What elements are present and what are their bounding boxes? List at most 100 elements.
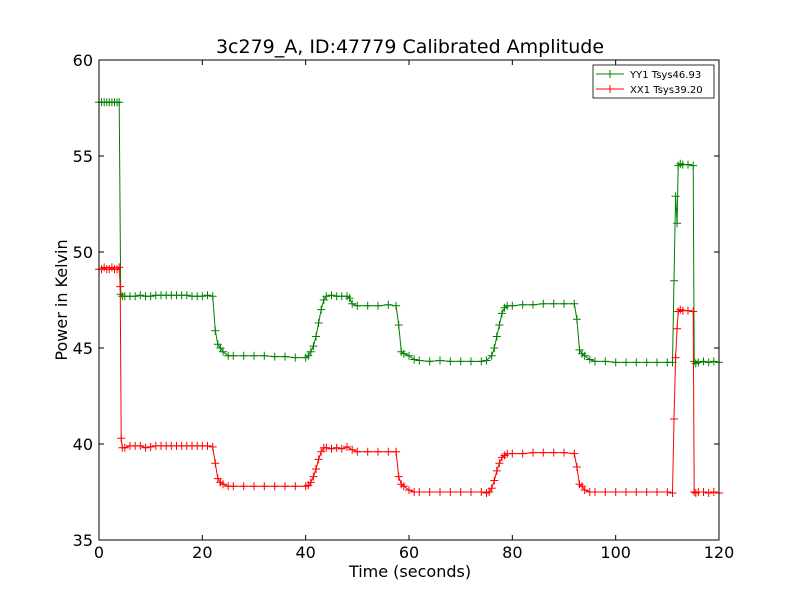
data-point-xx1 — [580, 486, 589, 495]
data-point-yy1 — [495, 321, 504, 329]
x-tick-label: 0 — [94, 543, 104, 562]
data-point-yy1 — [314, 319, 323, 327]
data-point-yy1 — [670, 276, 678, 285]
legend-entry-yy1: YY1 Tsys46.93 — [596, 70, 701, 81]
data-point-yy1 — [671, 192, 680, 201]
data-point-yy1 — [317, 305, 326, 314]
data-point-yy1 — [642, 358, 651, 367]
data-point-xx1 — [363, 447, 372, 456]
data-point-yy1 — [239, 351, 248, 360]
data-point-xx1 — [518, 449, 527, 458]
data-point-xx1 — [250, 482, 258, 491]
data-point-yy1 — [306, 347, 315, 356]
legend-label-yy1: YY1 Tsys46.93 — [629, 70, 701, 81]
data-point-xx1 — [332, 443, 341, 452]
data-point-xx1 — [477, 488, 486, 496]
data-point-xx1 — [467, 488, 475, 496]
data-point-xx1 — [663, 488, 672, 496]
data-point-xx1 — [281, 482, 289, 491]
data-point-xx1 — [425, 488, 434, 496]
data-point-xx1 — [674, 307, 683, 316]
y-tick-label: 40 — [73, 435, 93, 454]
data-point-xx1 — [146, 442, 155, 451]
data-point-xx1 — [699, 488, 708, 496]
data-point-yy1 — [146, 292, 155, 301]
data-point-yy1 — [518, 300, 527, 309]
chart-title: 3c279_A, ID:47779 Calibrated Amplitude — [216, 36, 604, 58]
data-point-xx1 — [446, 488, 455, 496]
data-point-xx1 — [539, 448, 548, 457]
data-point-yy1 — [281, 352, 289, 361]
data-point-yy1 — [425, 357, 434, 366]
data-point-xx1 — [601, 488, 610, 496]
data-point-yy1 — [322, 292, 331, 301]
data-point-xx1 — [116, 282, 125, 291]
data-point-xx1 — [203, 441, 212, 450]
data-point-xx1 — [314, 455, 323, 464]
data-point-xx1 — [115, 263, 124, 272]
data-point-yy1 — [611, 358, 620, 367]
data-point-xx1 — [591, 488, 599, 496]
data-point-yy1 — [601, 357, 610, 366]
data-point-xx1 — [322, 443, 331, 452]
data-point-xx1 — [570, 449, 579, 458]
data-point-yy1 — [699, 357, 708, 366]
data-point-xx1 — [456, 488, 465, 496]
data-point-yy1 — [498, 309, 506, 318]
data-point-xx1 — [309, 472, 318, 481]
data-point-yy1 — [348, 299, 357, 308]
data-point-xx1 — [405, 486, 413, 495]
data-point-xx1 — [487, 484, 496, 493]
series-yy1 — [95, 98, 723, 368]
data-point-xx1 — [239, 482, 248, 491]
data-point-yy1 — [689, 161, 698, 170]
x-tick-label: 20 — [192, 543, 212, 562]
data-point-xx1 — [436, 488, 444, 496]
data-point-yy1 — [182, 291, 191, 300]
data-point-yy1 — [394, 321, 403, 329]
data-point-yy1 — [477, 357, 486, 366]
data-point-xx1 — [113, 265, 122, 274]
data-point-yy1 — [690, 357, 699, 366]
data-point-xx1 — [353, 447, 362, 456]
data-point-yy1 — [549, 299, 558, 308]
x-tick-label: 120 — [704, 543, 735, 562]
data-point-xx1 — [508, 449, 517, 458]
legend-entry-xx1: XX1 Tsys39.20 — [596, 85, 703, 96]
data-point-xx1 — [384, 447, 393, 456]
data-point-xx1 — [653, 488, 661, 496]
data-point-yy1 — [211, 326, 220, 335]
x-tick-label: 40 — [295, 543, 315, 562]
y-tick-label: 50 — [73, 243, 93, 262]
legend-marker-yy1 — [606, 70, 614, 78]
data-point-xx1 — [120, 443, 129, 452]
data-point-xx1 — [211, 459, 220, 468]
data-point-yy1 — [115, 98, 124, 107]
data-point-yy1 — [374, 301, 382, 310]
data-point-yy1 — [490, 344, 499, 352]
data-point-yy1 — [309, 342, 318, 351]
data-point-yy1 — [482, 356, 491, 365]
y-tick-label: 45 — [73, 339, 93, 358]
data-point-yy1 — [270, 352, 279, 361]
data-point-yy1 — [208, 292, 217, 301]
data-point-yy1 — [353, 301, 362, 310]
data-point-yy1 — [570, 299, 579, 308]
plot-content — [95, 98, 723, 497]
data-point-xx1 — [642, 488, 651, 496]
data-point-yy1 — [436, 356, 444, 365]
data-point-yy1 — [487, 351, 496, 360]
data-point-yy1 — [131, 292, 140, 301]
data-point-yy1 — [345, 294, 354, 303]
y-tick-label: 55 — [73, 147, 93, 166]
legend-label-xx1: XX1 Tsys39.20 — [630, 85, 703, 96]
data-point-yy1 — [709, 357, 718, 366]
data-point-xx1 — [327, 444, 336, 453]
data-point-xx1 — [374, 447, 382, 456]
data-point-yy1 — [229, 351, 238, 360]
data-point-yy1 — [198, 292, 207, 301]
data-point-xx1 — [704, 489, 713, 497]
data-point-yy1 — [572, 315, 581, 324]
data-point-xx1 — [415, 488, 424, 496]
